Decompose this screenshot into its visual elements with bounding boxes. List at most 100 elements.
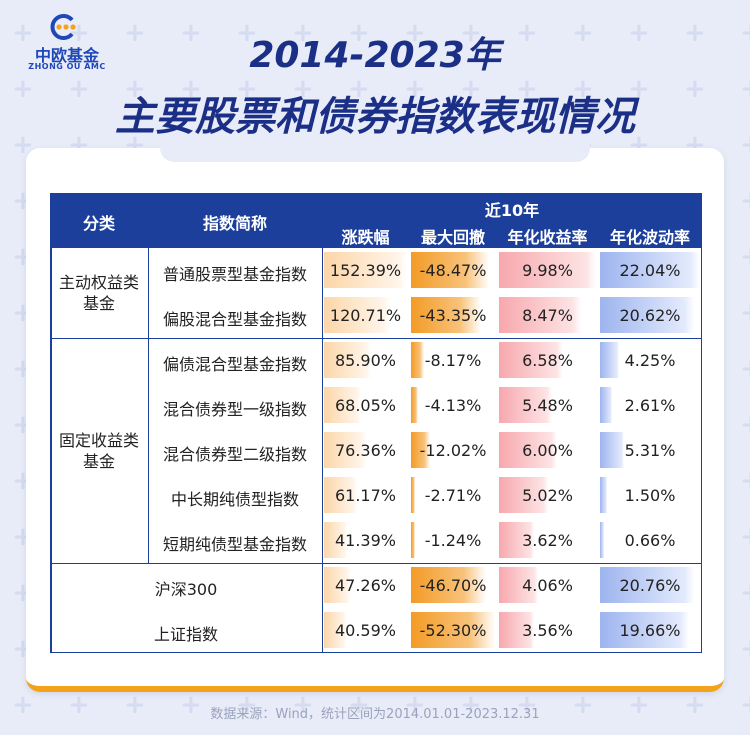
plus-pattern-mark: + xyxy=(292,18,314,48)
index-name: 普通股票型基金指数 xyxy=(162,265,307,284)
drawdown-value: -1.24% xyxy=(424,531,482,550)
volatility-value: 5.31% xyxy=(624,441,676,460)
index-name: 中长期纯债型指数 xyxy=(170,490,299,509)
plus-pattern-mark: + xyxy=(292,74,314,104)
plus-pattern-mark: + xyxy=(740,468,750,494)
plus-pattern-mark: + xyxy=(68,690,90,720)
volatility-value: 20.76% xyxy=(619,576,681,595)
volatility-bar xyxy=(600,432,625,468)
grid-line-group2 xyxy=(50,563,702,564)
plus-pattern-mark: + xyxy=(460,74,482,104)
plus-pattern-mark: + xyxy=(740,76,750,102)
plus-pattern-mark: + xyxy=(460,690,482,720)
drawdown-value: -4.13% xyxy=(424,396,482,415)
index-performance-table: 分类 指数简称 近10年 涨跌幅 最大回撤 年化收益率 年化波动率 152.39… xyxy=(50,193,702,655)
plus-pattern-mark: + xyxy=(292,690,314,720)
volatility-value: 2.61% xyxy=(624,396,676,415)
return-bar xyxy=(499,567,539,603)
index-name: 沪深300 xyxy=(154,580,218,599)
index-name: 短期纯债型基金指数 xyxy=(162,535,307,554)
grid-line-category xyxy=(148,248,149,563)
plus-pattern-mark: + xyxy=(740,188,750,214)
table-header xyxy=(50,193,702,248)
return-value: 8.47% xyxy=(522,306,573,325)
change-bar xyxy=(324,432,366,468)
index-name: 偏债混合型基金指数 xyxy=(162,355,307,374)
change-value: 61.17% xyxy=(334,486,396,505)
change-bar xyxy=(324,477,358,513)
card-notch xyxy=(160,136,590,162)
group-label: 固定收益类 基金 xyxy=(58,430,139,471)
plus-pattern-mark: + xyxy=(348,74,370,104)
volatility-bar xyxy=(600,387,612,423)
change-value: 152.39% xyxy=(329,261,402,280)
return-value: 3.56% xyxy=(522,621,573,640)
return-bar xyxy=(499,297,582,333)
plus-pattern-mark: + xyxy=(404,18,426,48)
return-value: 4.06% xyxy=(522,576,573,595)
plus-pattern-mark: + xyxy=(740,300,750,326)
change-bar xyxy=(324,387,362,423)
drawdown-value: -8.17% xyxy=(424,351,482,370)
plus-pattern-mark: + xyxy=(68,74,90,104)
plus-pattern-mark: + xyxy=(740,356,750,382)
grid-line-right xyxy=(700,193,702,653)
group-label: 主动权益类 基金 xyxy=(58,273,139,313)
return-value: 3.62% xyxy=(522,531,573,550)
plus-pattern-mark: + xyxy=(516,18,538,48)
volatility-value: 1.50% xyxy=(624,486,676,505)
plus-pattern-mark: + xyxy=(572,690,594,720)
volatility-value: 0.66% xyxy=(624,531,676,550)
index-name: 混合债券型一级指数 xyxy=(162,400,307,419)
plus-pattern-mark: + xyxy=(404,74,426,104)
plus-pattern-mark: + xyxy=(124,18,146,48)
plus-pattern-mark: + xyxy=(684,690,706,720)
volatility-bar xyxy=(600,522,604,558)
volatility-value: 22.04% xyxy=(619,261,681,280)
plus-pattern-mark: + xyxy=(12,18,34,48)
grid-line-bottom xyxy=(50,651,702,653)
change-bar xyxy=(324,297,390,333)
plus-pattern-mark: + xyxy=(12,690,34,720)
volatility-value: 20.62% xyxy=(619,306,681,325)
drawdown-value: -2.71% xyxy=(424,486,482,505)
plus-pattern-mark: + xyxy=(516,74,538,104)
brand-name-cn: 中欧基金 xyxy=(34,46,99,65)
plus-pattern-mark: + xyxy=(12,74,34,104)
return-bar xyxy=(499,522,535,558)
plus-pattern-mark: + xyxy=(740,132,750,158)
brand-name-en: ZHONG OU AMC xyxy=(28,62,106,71)
plus-pattern-mark: + xyxy=(180,18,202,48)
return-value: 6.58% xyxy=(522,351,573,370)
change-value: 40.59% xyxy=(334,621,396,640)
plus-pattern-mark: + xyxy=(348,18,370,48)
change-value: 76.36% xyxy=(334,441,396,460)
index-name: 混合债券型二级指数 xyxy=(162,445,307,464)
plus-pattern-mark: + xyxy=(628,74,650,104)
plus-pattern-mark: + xyxy=(348,690,370,720)
plus-pattern-mark: + xyxy=(180,74,202,104)
change-bar xyxy=(324,612,347,648)
drawdown-bar xyxy=(411,432,431,468)
volatility-value: 19.66% xyxy=(619,621,681,640)
plus-pattern-mark: + xyxy=(740,524,750,550)
plus-pattern-mark: + xyxy=(572,18,594,48)
header-period: 近10年 xyxy=(484,201,540,220)
change-value: 41.39% xyxy=(334,531,396,550)
plus-pattern-mark: + xyxy=(236,18,258,48)
volatility-bar xyxy=(600,612,690,648)
return-value: 9.98% xyxy=(522,261,573,280)
drawdown-value: -43.35% xyxy=(419,306,487,325)
header-col-return: 年化收益率 xyxy=(507,228,588,247)
plus-pattern-mark: + xyxy=(460,18,482,48)
plus-pattern-mark: + xyxy=(516,690,538,720)
volatility-bar xyxy=(600,252,700,288)
brand-logo: 中欧基金 ZHONG OU AMC xyxy=(22,12,112,72)
plus-pattern-mark: + xyxy=(740,244,750,270)
return-bar xyxy=(499,477,548,513)
volatility-bar xyxy=(600,477,607,513)
plus-pattern-mark: + xyxy=(684,74,706,104)
drawdown-value: -52.30% xyxy=(419,621,487,640)
plus-pattern-mark: + xyxy=(628,18,650,48)
volatility-bar xyxy=(600,567,695,603)
